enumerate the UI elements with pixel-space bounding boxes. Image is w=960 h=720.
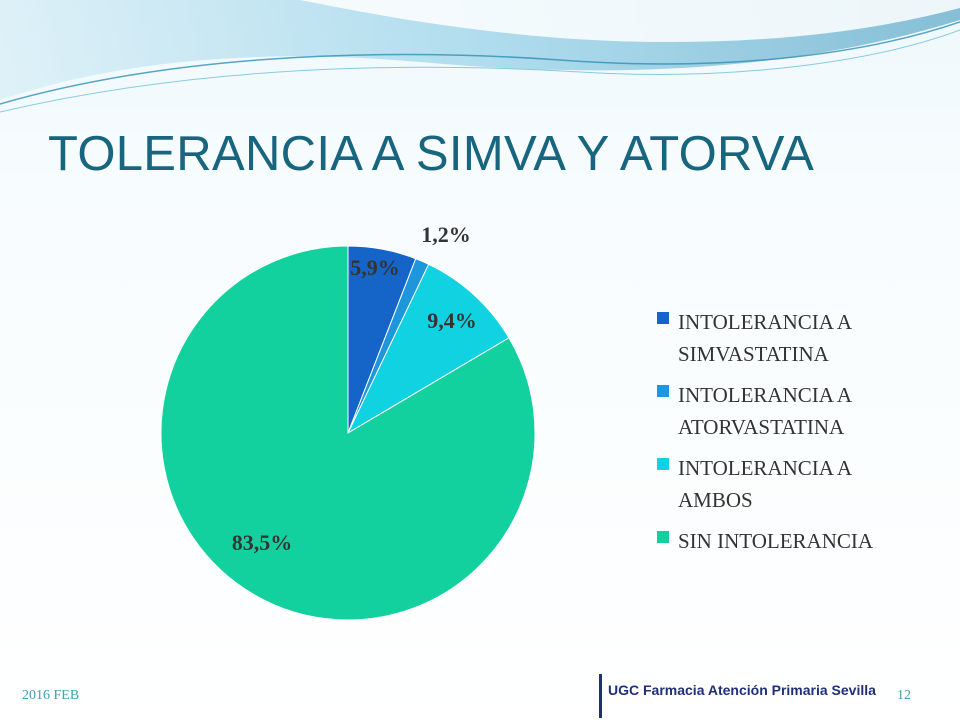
legend-swatch: [657, 531, 669, 543]
legend-label: INTOLERANCIA A: [678, 456, 853, 480]
legend-item: INTOLERANCIA A ATORVASTATINA: [657, 379, 947, 443]
legend-item: SIN INTOLERANCIA: [657, 525, 947, 557]
legend-label: SIN INTOLERANCIA: [678, 529, 874, 553]
legend-label: SIMVASTATINA: [678, 342, 829, 366]
header-wave-decoration: [0, 0, 960, 113]
chart-legend: INTOLERANCIA A SIMVASTATINA INTOLERANCIA A…: [657, 306, 947, 566]
legend-label: INTOLERANCIA A: [678, 383, 853, 407]
legend-label: INTOLERANCIA A: [678, 310, 853, 334]
legend-label: AMBOS: [678, 488, 753, 512]
organization-name: UGC Farmacia Atención Primaria Sevilla: [608, 682, 876, 698]
slice-data-label: 5,9%: [350, 255, 400, 280]
legend-swatch: [657, 385, 669, 397]
legend-swatch: [657, 458, 669, 470]
slice-data-label: 1,2%: [421, 222, 471, 247]
slide-title: TOLERANCIA A SIMVA Y ATORVA: [48, 127, 815, 181]
legend-item: INTOLERANCIA A SIMVASTATINA: [657, 306, 947, 370]
footer-date: 2016 FEB: [22, 688, 80, 703]
slice-data-label: 83,5%: [232, 530, 293, 555]
page-number: 12: [897, 688, 911, 703]
legend-item: INTOLERANCIA A AMBOS: [657, 452, 947, 516]
legend-swatch: [657, 312, 669, 324]
organization-logo: UGC Farmacia Atención Primaria Sevilla: [599, 674, 876, 718]
pie-slice: [160, 245, 536, 621]
pie-slice: [346, 263, 510, 435]
legend-label: ATORVASTATINA: [678, 415, 845, 439]
slice-data-label: 9,4%: [427, 308, 477, 333]
